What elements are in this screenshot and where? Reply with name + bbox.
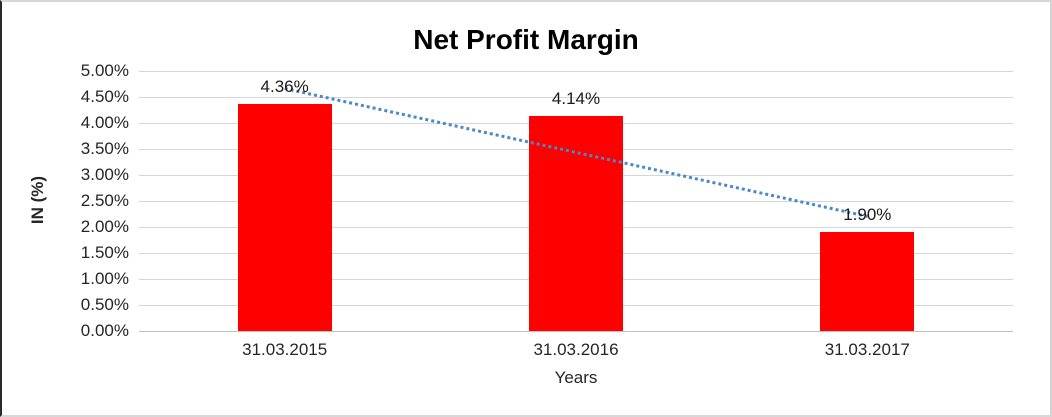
y-axis-tick-label: 3.50% <box>80 139 129 158</box>
y-axis-tick-label: 1.50% <box>80 243 129 262</box>
bar <box>820 232 915 331</box>
bar-data-label: 4.14% <box>551 88 601 108</box>
frame-border-accent <box>2 0 152 2</box>
x-axis-tick-label: 31.03.2016 <box>533 340 619 359</box>
x-axis-title: Years <box>554 368 598 387</box>
y-axis-tick-label: 0.00% <box>80 321 129 340</box>
plot-area <box>139 71 1013 332</box>
bar-data-label: 1.90% <box>843 205 892 225</box>
y-axis-tick-label: 2.00% <box>80 217 129 236</box>
y-axis-tick-label: 1.00% <box>80 269 129 288</box>
x-axis-tick-label: 31.03.2017 <box>824 340 910 359</box>
y-axis-tick-label: 4.00% <box>80 113 129 132</box>
gridline <box>139 97 1013 98</box>
bar <box>237 104 332 331</box>
y-axis-tick-label: 4.50% <box>80 87 129 106</box>
x-axis-line <box>139 331 1013 332</box>
gridline <box>139 71 1013 72</box>
y-axis-tick-label: 5.00% <box>80 61 129 80</box>
bar-data-label: 4.36% <box>260 77 309 97</box>
chart-title: Net Profit Margin <box>413 24 639 55</box>
y-axis-tick-label: 2.50% <box>80 191 129 210</box>
y-axis-tick-label: 0.50% <box>80 295 129 314</box>
bar <box>529 115 623 331</box>
x-axis-tick-label: 31.03.2015 <box>242 340 328 359</box>
y-axis-tick-label: 3.00% <box>80 165 129 184</box>
